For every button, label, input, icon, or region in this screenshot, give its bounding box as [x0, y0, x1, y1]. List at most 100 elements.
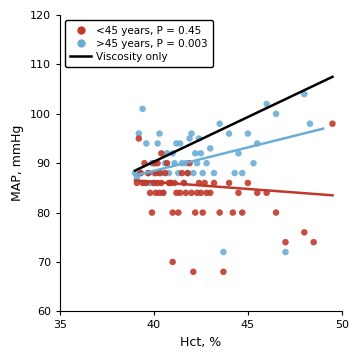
Point [255, 141, 260, 147]
Point [157, 131, 162, 136]
Point [307, 121, 313, 127]
Point [149, 160, 155, 166]
Point [166, 180, 172, 186]
Point [155, 180, 161, 186]
Point [204, 160, 210, 166]
Point [196, 180, 202, 186]
Point [230, 210, 236, 215]
Point [151, 180, 157, 186]
Point [145, 170, 151, 176]
Legend: <45 years, P = 0.45, >45 years, P = 0.003, Viscosity only: <45 years, P = 0.45, >45 years, P = 0.00… [65, 20, 213, 67]
Point [143, 180, 149, 186]
Point [194, 190, 200, 196]
Point [157, 190, 162, 196]
Point [134, 175, 140, 181]
Point [200, 210, 206, 215]
Point [192, 150, 198, 156]
Point [185, 170, 190, 176]
Point [235, 190, 241, 196]
Point [174, 190, 179, 196]
Point [177, 190, 183, 196]
Point [245, 131, 251, 136]
Point [158, 170, 164, 176]
Point [143, 141, 149, 147]
Point [158, 150, 164, 156]
Point [239, 210, 245, 215]
Point [198, 190, 204, 196]
Point [204, 190, 210, 196]
Point [168, 180, 174, 186]
Point [187, 160, 193, 166]
Point [155, 160, 161, 166]
Point [202, 180, 207, 186]
Point [273, 111, 279, 117]
Point [179, 160, 185, 166]
Point [264, 101, 270, 107]
Point [200, 170, 206, 176]
Point [149, 210, 155, 215]
Point [179, 170, 185, 176]
Point [164, 150, 170, 156]
Point [194, 160, 200, 166]
Point [211, 170, 217, 176]
Point [330, 121, 336, 127]
Point [217, 121, 222, 127]
Point [190, 170, 196, 176]
Point [175, 170, 181, 176]
Point [183, 190, 189, 196]
Point [162, 160, 168, 166]
Point [160, 190, 166, 196]
Point [134, 180, 140, 186]
Point [158, 180, 164, 186]
Point [175, 210, 181, 215]
Point [211, 180, 217, 186]
Point [311, 239, 316, 245]
Point [255, 190, 260, 196]
Point [221, 249, 226, 255]
Point [153, 160, 159, 166]
Point [170, 259, 176, 265]
Point [136, 136, 142, 141]
Point [160, 190, 166, 196]
Point [145, 170, 151, 176]
Point [301, 91, 307, 97]
Point [138, 170, 144, 176]
Point [153, 170, 159, 176]
Point [138, 170, 144, 176]
Point [190, 269, 196, 275]
Point [235, 150, 241, 156]
Point [226, 180, 232, 186]
Point [232, 170, 238, 176]
Point [141, 160, 147, 166]
Point [172, 180, 177, 186]
Point [170, 150, 176, 156]
Point [164, 160, 170, 166]
Point [147, 180, 153, 186]
Point [198, 150, 204, 156]
Point [170, 210, 176, 215]
Point [185, 170, 190, 176]
Point [151, 170, 157, 176]
Point [183, 160, 189, 166]
Point [273, 210, 279, 215]
Point [196, 136, 202, 141]
Point [207, 145, 213, 151]
Point [189, 190, 194, 196]
Point [187, 136, 193, 141]
Point [172, 160, 177, 166]
Point [166, 170, 172, 176]
Point [301, 229, 307, 235]
Point [207, 190, 213, 196]
Point [177, 141, 183, 147]
Point [153, 190, 159, 196]
Point [141, 180, 147, 186]
Point [226, 131, 232, 136]
Point [132, 170, 138, 176]
Point [147, 190, 153, 196]
Point [181, 180, 187, 186]
Point [168, 180, 174, 186]
Point [251, 160, 256, 166]
Point [283, 249, 288, 255]
Point [245, 180, 251, 186]
Point [140, 180, 145, 186]
